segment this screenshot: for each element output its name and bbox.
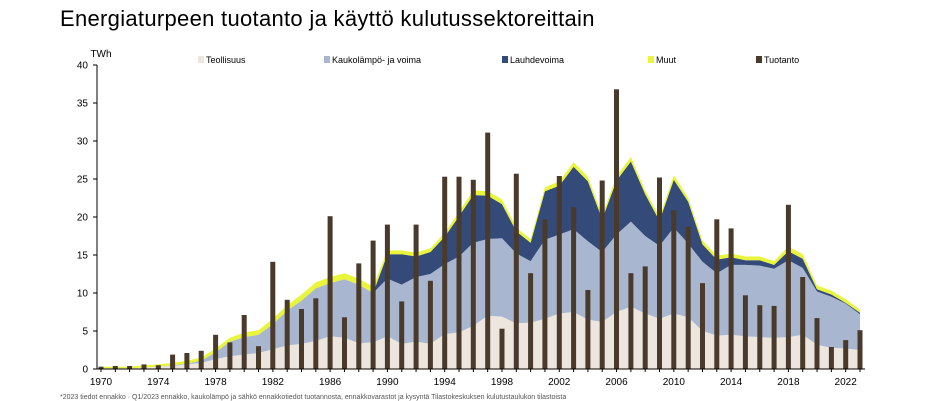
bar-2013 (714, 219, 720, 369)
bar-2017 (771, 305, 777, 369)
y-tick-label: 0 (82, 365, 88, 376)
x-tick-label: 1970 (90, 377, 113, 388)
bar-1981 (256, 346, 261, 369)
bar-1999 (513, 173, 519, 369)
bar-1972 (127, 366, 133, 369)
y-tick-label: 40 (77, 61, 89, 72)
bar-1977 (198, 350, 204, 369)
x-tick-label: 2014 (720, 377, 743, 388)
legend-label-tuotanto: Tuotanto (764, 55, 799, 65)
legend-swatch-lauhdevoima (502, 56, 508, 63)
bar-1991 (399, 301, 405, 369)
bar-1982 (270, 261, 276, 369)
x-tick-label: 1998 (491, 377, 514, 388)
area-teollisuus (101, 306, 860, 369)
legend-swatch-teollisuus (198, 56, 204, 63)
bar-1993 (427, 280, 433, 369)
bar-2022 (843, 340, 849, 369)
bar-2011 (685, 226, 691, 369)
y-tick-label: 10 (77, 289, 89, 300)
x-tick-label: 2018 (777, 377, 800, 388)
y-tick-label: 35 (77, 99, 89, 110)
bar-1983 (284, 299, 290, 369)
bar-1997 (485, 132, 491, 369)
legend-label-lauhdevoima: Lauhdevoima (510, 55, 564, 65)
bar-1989 (370, 240, 376, 369)
bar-2018 (785, 204, 791, 369)
bar-1984 (299, 309, 304, 369)
legend-swatch-muut (648, 56, 654, 63)
bar-1971 (112, 366, 118, 369)
bar-1996 (470, 179, 476, 369)
bar-1985 (313, 298, 319, 369)
bar-1970 (98, 366, 104, 369)
bar-2003 (571, 207, 577, 369)
legend-label-teollisuus: Teollisuus (206, 55, 246, 65)
bar-2015 (742, 295, 748, 369)
bar-2014 (728, 228, 734, 369)
bar-1976 (184, 353, 190, 369)
y-tick-label: 20 (77, 213, 89, 224)
x-tick-label: 1982 (262, 377, 285, 388)
bar-1987 (342, 317, 347, 369)
bar-2023 (857, 330, 863, 369)
legend-label-kaukol-mp-ja-voima: Kaukolämpö- ja voima (332, 55, 421, 65)
bar-2008 (642, 266, 648, 369)
x-tick-label: 1986 (319, 377, 342, 388)
chart-title: Energiaturpeen tuotanto ja käyttö kulutu… (60, 6, 595, 31)
bar-2021 (828, 347, 834, 369)
bar-2000 (528, 273, 534, 369)
bar-1990 (384, 224, 390, 369)
bar-1988 (356, 263, 362, 369)
bar-2002 (556, 176, 562, 369)
bar-2007 (628, 273, 634, 369)
bar-2009 (657, 177, 662, 369)
area-lauhdevoima (101, 161, 860, 369)
bar-1974 (155, 365, 161, 369)
legend-swatch-kaukol-mp-ja-voima (324, 56, 330, 63)
bar-2006 (614, 89, 619, 370)
bar-2005 (599, 180, 605, 369)
legend-label-muut: Muut (656, 55, 677, 65)
x-tick-label: 2002 (548, 377, 571, 388)
x-tick-label: 1978 (204, 377, 227, 388)
x-tick-label: 2010 (663, 377, 686, 388)
y-tick-label: 15 (77, 251, 89, 262)
legend-swatch-tuotanto (756, 56, 762, 63)
bar-2020 (814, 318, 820, 369)
production-bars (98, 89, 863, 370)
bar-2001 (542, 219, 548, 369)
footnote: *2023 tiedot ennakko · Q1/2023 ennakko, … (60, 394, 567, 401)
bar-1994 (442, 176, 448, 369)
bar-1998 (499, 328, 505, 369)
bar-1978 (213, 334, 219, 369)
bar-1979 (227, 342, 233, 369)
y-tick-label: 25 (77, 175, 89, 186)
y-tick-label: 30 (77, 137, 89, 148)
x-tick-label: 2006 (605, 377, 628, 388)
y-axis-label: TWh (90, 49, 111, 60)
x-tick-label: 1990 (376, 377, 399, 388)
bar-2016 (757, 305, 763, 369)
bar-2019 (800, 277, 806, 369)
area-kaukol-mp-ja-voima (101, 221, 860, 369)
bar-1973 (141, 364, 147, 369)
x-tick-label: 1994 (434, 377, 457, 388)
bar-1995 (456, 176, 462, 369)
bar-1992 (413, 224, 419, 369)
bar-2010 (671, 210, 677, 369)
bar-1986 (327, 216, 333, 369)
bar-2012 (700, 283, 705, 369)
bar-1975 (170, 354, 176, 369)
y-tick-label: 5 (82, 327, 88, 338)
legend: Teollisuus Kaukolämpö- ja voima Lauhdevoim… (198, 55, 799, 65)
bar-1980 (241, 315, 247, 369)
stacked-areas (101, 157, 860, 369)
x-tick-label: 2022 (835, 377, 858, 388)
x-tick-label: 1974 (147, 377, 170, 388)
bar-2004 (585, 290, 591, 369)
